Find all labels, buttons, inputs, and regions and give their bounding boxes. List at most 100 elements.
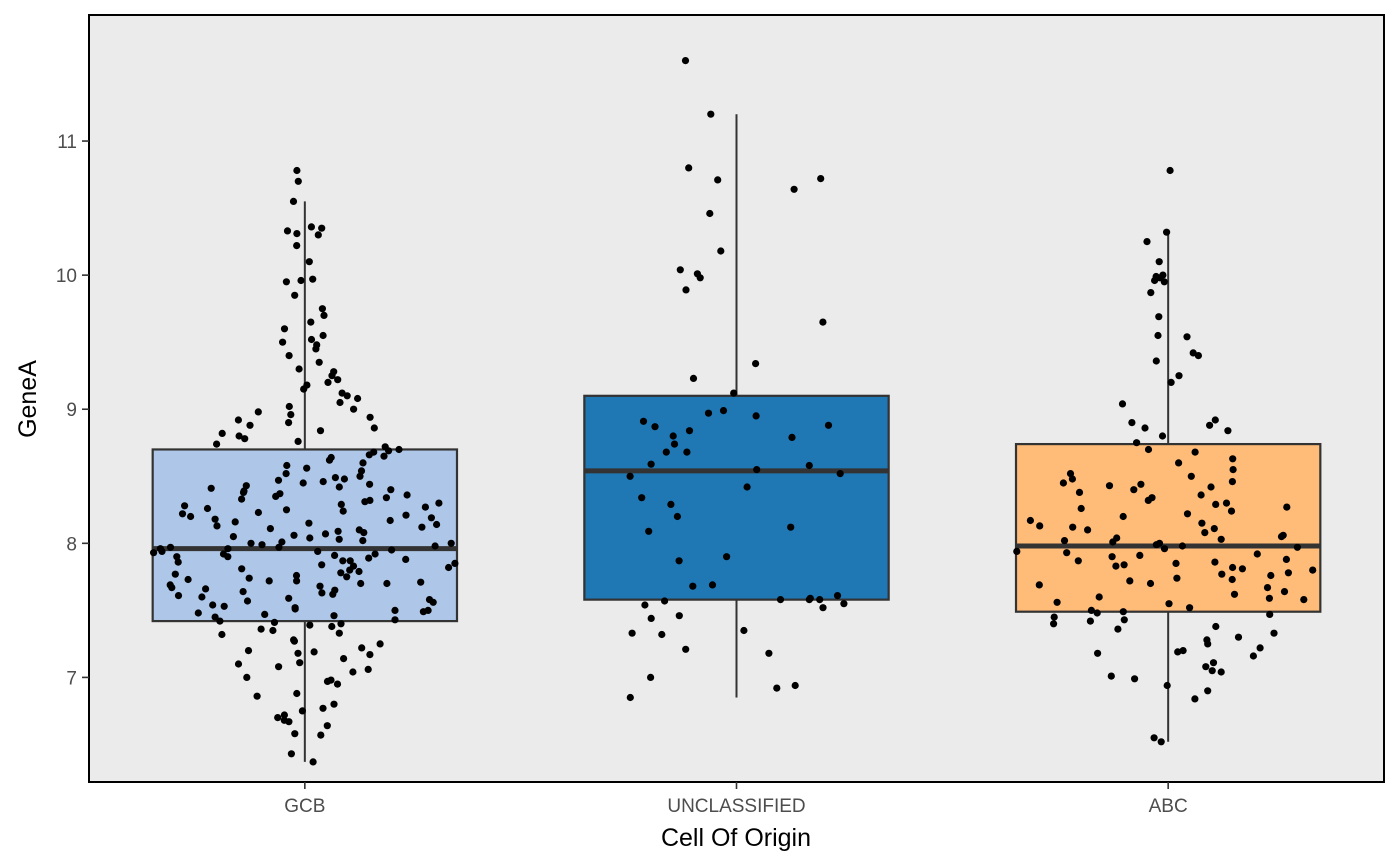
data-point-gcb (357, 467, 366, 475)
data-point-abc (1163, 681, 1171, 690)
data-point-gcb (280, 325, 289, 333)
data-point-gcb (349, 562, 358, 570)
data-point-abc (1160, 545, 1169, 553)
data-point-abc (1228, 478, 1236, 486)
data-point-gcb (447, 539, 455, 547)
data-point-abc (1189, 349, 1197, 357)
data-point-gcb (381, 443, 389, 451)
data-point-gcb (290, 636, 298, 644)
data-point-abc (1148, 494, 1156, 502)
data-point-abc (1114, 625, 1122, 633)
data-point-gcb (357, 579, 365, 588)
data-point-abc (1059, 479, 1067, 487)
data-point-gcb (336, 398, 344, 407)
data-point-gcb (323, 722, 331, 730)
data-point-gcb (220, 602, 228, 610)
data-point-gcb (376, 640, 384, 648)
x-tick-label-gcb: GCB (284, 796, 325, 817)
data-point-gcb (218, 630, 226, 639)
data-point-abc (1266, 610, 1274, 619)
data-point-abc (1152, 357, 1160, 365)
data-point-abc (1212, 500, 1220, 508)
data-point-gcb (207, 484, 215, 492)
data-point-abc (1212, 622, 1220, 631)
data-point-gcb (178, 510, 187, 518)
data-point-gcb (358, 644, 366, 652)
data-point-gcb (337, 569, 345, 577)
data-point-gcb (254, 408, 262, 416)
data-point-abc (1178, 542, 1186, 550)
data-point-unclassified (658, 630, 666, 639)
data-point-abc (1131, 675, 1139, 683)
data-point-gcb (380, 452, 388, 460)
data-point-gcb (366, 651, 374, 659)
data-point-gcb (313, 341, 321, 349)
data-point-gcb (279, 338, 287, 346)
data-point-gcb (365, 554, 373, 562)
data-point-unclassified (647, 614, 655, 623)
data-point-gcb (319, 331, 327, 340)
data-point-abc (1265, 594, 1273, 602)
data-point-abc (1146, 579, 1155, 588)
data-point-abc (1183, 333, 1191, 341)
data-point-abc (1191, 695, 1199, 703)
data-point-abc (1137, 480, 1145, 488)
data-point-gcb (238, 565, 246, 573)
data-point-abc (1280, 588, 1289, 596)
data-point-unclassified (669, 432, 677, 440)
data-point-abc (1143, 238, 1151, 246)
data-point-abc (1175, 459, 1183, 467)
data-point-gcb (337, 500, 345, 508)
data-point-gcb (216, 617, 224, 625)
data-point-unclassified (661, 597, 669, 605)
data-point-gcb (324, 378, 332, 386)
data-point-abc (1130, 486, 1138, 494)
data-point-gcb (359, 537, 367, 545)
data-point-abc (1155, 258, 1163, 266)
data-point-gcb (282, 278, 290, 286)
data-point-unclassified (638, 494, 646, 502)
data-point-gcb (243, 597, 252, 605)
data-point-abc (1152, 272, 1160, 281)
data-point-gcb (294, 177, 302, 185)
data-point-gcb (435, 499, 443, 507)
data-point-gcb (343, 573, 351, 581)
data-point-gcb (245, 574, 253, 582)
data-point-abc (1136, 551, 1144, 560)
box-layer (151, 394, 1322, 623)
data-point-abc (1035, 581, 1043, 589)
box-gcb (151, 448, 459, 623)
data-point-unclassified (717, 247, 725, 255)
data-point-abc (1074, 557, 1082, 565)
data-point-abc (1279, 531, 1287, 539)
data-point-gcb (203, 504, 212, 513)
data-point-gcb (337, 620, 345, 628)
data-point-gcb (330, 368, 338, 376)
points-layer (150, 57, 1317, 766)
data-point-abc (1211, 416, 1219, 424)
data-point-gcb (194, 609, 202, 617)
data-point-gcb (283, 461, 291, 470)
data-point-unclassified (819, 318, 827, 326)
data-point-unclassified (836, 470, 844, 478)
data-point-abc (1166, 166, 1174, 175)
data-point-abc (1119, 608, 1127, 616)
data-point-abc (1229, 466, 1237, 474)
data-point-gcb (293, 689, 301, 698)
data-point-gcb (296, 659, 304, 667)
data-point-gcb (209, 601, 217, 609)
data-point-gcb (293, 242, 301, 250)
data-point-gcb (181, 502, 189, 510)
data-point-gcb (391, 616, 399, 624)
data-point-gcb (331, 474, 339, 482)
data-point-gcb (366, 413, 374, 421)
data-point-abc (1141, 424, 1149, 432)
data-point-unclassified (647, 460, 655, 468)
data-point-gcb (340, 655, 348, 663)
data-point-abc (1026, 516, 1034, 525)
data-point-gcb (292, 571, 301, 580)
data-point-gcb (283, 227, 292, 235)
data-point-abc (1217, 668, 1225, 676)
data-point-gcb (355, 567, 363, 576)
data-point-gcb (213, 522, 221, 530)
